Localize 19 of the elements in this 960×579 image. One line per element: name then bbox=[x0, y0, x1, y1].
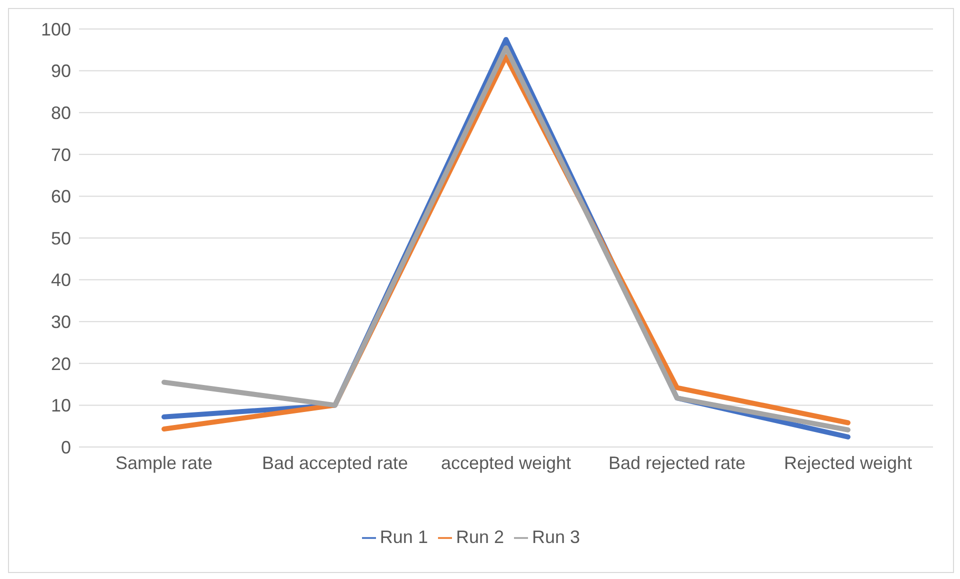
legend-label: Run 3 bbox=[532, 527, 580, 547]
y-tick-label: 50 bbox=[50, 228, 71, 248]
legend-label: Run 1 bbox=[380, 527, 428, 547]
x-tick-label: accepted weight bbox=[440, 453, 572, 473]
y-tick-label: 70 bbox=[50, 144, 71, 165]
legend-label: Run 2 bbox=[456, 527, 504, 547]
y-tick-label: 90 bbox=[50, 61, 71, 82]
y-tick-label: 80 bbox=[50, 102, 71, 123]
y-tick-label: 30 bbox=[50, 312, 71, 332]
y-tick-label: 0 bbox=[60, 437, 71, 458]
y-tick-label: 20 bbox=[50, 354, 71, 374]
x-tick-label: Bad rejected rate bbox=[608, 453, 746, 473]
x-tick-label: Rejected weight bbox=[784, 453, 912, 473]
y-tick-label: 60 bbox=[50, 186, 71, 207]
x-tick-label: Sample rate bbox=[115, 453, 213, 473]
y-tick-label: 40 bbox=[50, 270, 71, 290]
y-tick-label: 100 bbox=[40, 19, 71, 40]
x-tick-label: Bad accepted rate bbox=[262, 453, 408, 473]
y-tick-label: 10 bbox=[50, 396, 71, 416]
